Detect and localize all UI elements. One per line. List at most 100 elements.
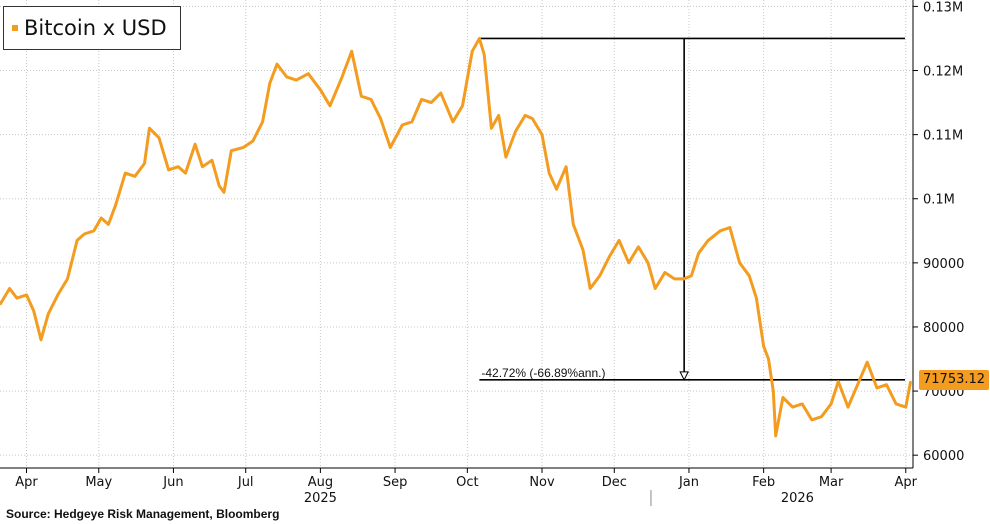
data-point — [218, 185, 221, 187]
data-point — [738, 262, 741, 264]
x-tick-label: Jan — [678, 475, 699, 490]
series-layer — [0, 37, 913, 438]
data-point — [565, 165, 567, 168]
source-note: Source: Hedgeye Risk Management, Bloombe… — [6, 507, 280, 521]
y-tick-label: 0.1M — [923, 193, 955, 208]
data-point — [93, 229, 95, 232]
x-tick-label: Aug — [308, 475, 333, 490]
annotation-arrow-head — [679, 371, 689, 381]
data-point — [360, 95, 363, 97]
data-point — [774, 435, 777, 437]
data-point — [261, 121, 264, 123]
data-point — [452, 121, 454, 123]
data-point — [719, 229, 722, 232]
data-point — [319, 88, 322, 91]
data-point — [524, 114, 526, 117]
x-tick-label: Feb — [752, 475, 775, 490]
y-tick-label: 60000 — [923, 449, 964, 464]
data-point — [177, 165, 180, 168]
data-point — [885, 383, 888, 386]
year-label: 2025 — [304, 491, 337, 506]
data-point — [230, 149, 233, 152]
data-point — [490, 127, 493, 130]
data-point — [847, 406, 849, 408]
data-point — [483, 53, 486, 56]
data-point — [83, 233, 86, 235]
annotation-label: -42.72% (-66.89%ann.) — [481, 366, 605, 380]
data-point — [379, 117, 382, 120]
data-point — [767, 358, 770, 360]
x-tick-label: Nov — [529, 475, 555, 490]
data-point — [599, 274, 601, 277]
y-tick-label: 80000 — [923, 321, 964, 336]
data-point — [269, 82, 271, 85]
data-point — [664, 271, 666, 274]
x-tick-label: Jul — [237, 475, 254, 490]
data-point — [531, 117, 534, 120]
data-point — [440, 92, 442, 94]
data-point — [673, 278, 676, 280]
data-point — [66, 278, 69, 280]
data-point — [755, 297, 758, 299]
x-tick-label: May — [85, 475, 112, 490]
data-point — [350, 50, 353, 53]
legend-swatch — [12, 25, 18, 31]
data-point — [909, 380, 912, 383]
data-point — [148, 127, 151, 130]
data-point — [618, 239, 620, 242]
data-point — [107, 223, 110, 226]
data-point — [683, 278, 685, 280]
year-label: 2026 — [781, 491, 814, 506]
data-point — [608, 255, 611, 258]
data-point — [40, 338, 42, 341]
x-tick-label: Apr — [15, 475, 38, 490]
data-point — [223, 191, 225, 194]
data-point — [158, 137, 160, 139]
x-tick-label: Jun — [162, 475, 183, 490]
data-point — [341, 76, 343, 78]
data-point — [411, 121, 413, 123]
data-point — [184, 172, 187, 174]
data-point — [514, 130, 517, 133]
data-point — [47, 313, 49, 315]
annotation-lines — [479, 37, 905, 381]
last-value-badge: 71753.12 — [919, 369, 990, 390]
data-point — [697, 252, 700, 255]
data-point — [548, 172, 551, 174]
data-point — [76, 239, 78, 242]
data-point — [211, 159, 213, 162]
data-point — [167, 169, 170, 171]
data-point — [370, 98, 372, 101]
data-point — [478, 37, 481, 40]
data-point — [114, 204, 117, 206]
data-point — [194, 143, 196, 146]
data-point — [401, 124, 404, 126]
data-point — [791, 406, 794, 408]
data-point — [329, 104, 331, 107]
axes: 600007000080000900000.1M0.11M0.12M0.13MA… — [0, 0, 964, 506]
data-point — [252, 140, 254, 142]
data-point — [811, 419, 813, 421]
x-tick-label: Apr — [895, 475, 918, 490]
data-point — [707, 239, 710, 242]
data-point — [748, 274, 750, 277]
data-point — [57, 294, 59, 296]
data-point — [647, 262, 649, 264]
data-point — [201, 165, 204, 168]
data-point — [895, 403, 897, 405]
data-point — [837, 380, 840, 383]
x-tick-label: Sep — [383, 475, 408, 490]
x-tick-label: Oct — [456, 475, 478, 490]
data-point — [589, 287, 591, 290]
data-point — [654, 287, 657, 290]
legend: Bitcoin x USD — [3, 6, 181, 50]
data-point — [690, 274, 693, 277]
data-point — [866, 361, 869, 364]
data-point — [295, 79, 298, 81]
data-point — [541, 133, 543, 136]
data-point — [772, 390, 775, 392]
data-point — [0, 303, 1, 306]
data-point — [143, 162, 146, 165]
y-tick-label: 0.12M — [923, 65, 963, 80]
